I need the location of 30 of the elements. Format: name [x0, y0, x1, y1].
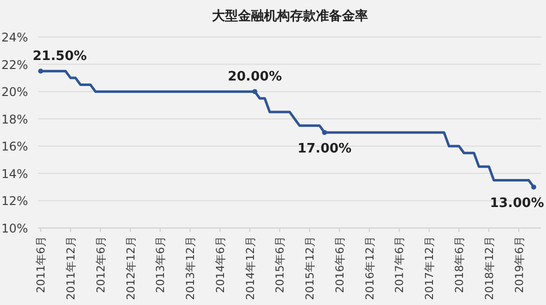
x-tick-label: 2012年12月	[124, 236, 138, 300]
y-tick-label: 16%	[1, 140, 28, 154]
y-tick-label: 24%	[1, 30, 28, 44]
y-tick-label: 14%	[1, 166, 28, 181]
x-tick-label: 2015年6月	[274, 236, 287, 293]
data-label: 17.00%	[297, 142, 352, 156]
data-label: 21.50%	[32, 49, 87, 64]
x-tick-label: 2013年6月	[154, 236, 168, 293]
x-tick-label: 2016年12月	[363, 236, 376, 300]
x-tick-label: 2013年12月	[184, 236, 198, 300]
y-tick-label: 10%	[1, 222, 28, 236]
x-tick-label: 2014年12月	[244, 236, 257, 300]
data-label: 13.00%	[490, 196, 544, 212]
y-tick-label: 18%	[1, 112, 28, 126]
x-tick-label: 2012年6月	[94, 236, 108, 293]
x-tick-label: 2017年12月	[423, 236, 436, 300]
x-tick-label: 2018年6月	[452, 236, 466, 293]
x-tick-label: 2011年12月	[64, 236, 78, 300]
y-tick-label: 22%	[1, 58, 28, 72]
x-tick-label: 2015年12月	[304, 236, 317, 300]
x-tick-label: 2014年6月	[214, 236, 227, 293]
y-tick-label: 20%	[1, 85, 28, 100]
y-tick-label: 12%	[1, 194, 28, 208]
x-tick-label: 2011年6月	[34, 236, 48, 293]
x-tick-label: 2019年6月	[512, 236, 526, 293]
x-tick-label: 2018年12月	[482, 236, 496, 300]
chart-title: 大型金融机构存款准备金率	[212, 8, 368, 24]
x-tick-label: 2016年6月	[333, 236, 346, 293]
data-label: 20.00%	[228, 70, 282, 85]
x-tick-label: 2017年6月	[393, 236, 406, 293]
